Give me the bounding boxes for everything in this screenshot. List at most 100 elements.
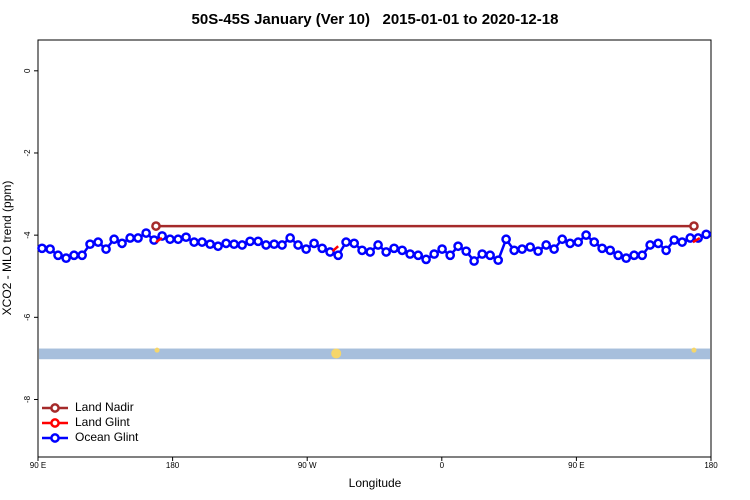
point	[325, 247, 335, 257]
point	[197, 237, 207, 247]
y-tick-label: 0	[23, 68, 32, 73]
point	[189, 237, 199, 247]
highlight-dot	[691, 347, 697, 353]
point	[317, 243, 328, 254]
x-tick-label: 90 E	[30, 461, 46, 470]
point	[493, 255, 504, 266]
point	[453, 241, 463, 252]
point	[285, 233, 296, 243]
point	[653, 238, 664, 249]
point	[421, 254, 431, 265]
point	[533, 246, 543, 257]
point	[357, 245, 367, 256]
point	[597, 243, 607, 254]
x-tick-label: 90 W	[298, 461, 317, 470]
point	[541, 240, 552, 250]
x-tick-label: 180	[166, 461, 180, 470]
point	[381, 247, 392, 257]
chart-title: 50S-45S January (Ver 10) 2015-01-01 to 2…	[192, 11, 559, 28]
point	[485, 250, 495, 261]
point	[213, 241, 223, 252]
point	[141, 228, 151, 238]
point	[133, 233, 143, 243]
y-tick-label: -6	[23, 313, 32, 321]
y-tick-label: -8	[23, 395, 32, 403]
point	[309, 238, 319, 249]
point	[85, 239, 95, 250]
point	[173, 234, 183, 245]
highlight-dot	[154, 347, 160, 353]
point	[413, 250, 424, 261]
x-tick-label: 90 E	[568, 461, 584, 470]
point	[237, 240, 247, 250]
point	[397, 245, 408, 256]
point	[637, 250, 648, 261]
point	[517, 244, 527, 254]
x-tick-label: 0	[440, 461, 445, 470]
point	[469, 256, 479, 266]
x-axis-label: Longitude	[349, 476, 402, 490]
point	[565, 238, 575, 249]
point	[117, 238, 127, 249]
point	[37, 243, 47, 254]
series-line	[155, 236, 701, 253]
point	[125, 233, 135, 243]
point	[685, 233, 696, 243]
point	[645, 240, 655, 250]
point	[477, 249, 488, 259]
point	[437, 244, 447, 254]
point	[661, 245, 671, 256]
point	[253, 236, 263, 247]
point	[45, 244, 55, 254]
legend-label: Ocean Glint	[75, 430, 139, 444]
point	[629, 250, 639, 261]
point	[93, 237, 103, 247]
point	[69, 250, 79, 261]
legend-label: Land Glint	[75, 415, 130, 429]
point	[669, 235, 680, 245]
point	[549, 244, 559, 254]
x-tick-label: 180	[704, 461, 718, 470]
point	[621, 253, 632, 264]
point	[677, 237, 687, 247]
point	[605, 245, 616, 256]
point	[293, 240, 303, 250]
point	[557, 234, 568, 245]
point	[405, 249, 415, 259]
point	[613, 250, 623, 261]
legend-marker	[50, 403, 60, 413]
y-tick-label: -4	[23, 231, 32, 239]
point	[301, 244, 312, 254]
point	[77, 250, 87, 261]
point	[349, 238, 360, 249]
point	[589, 237, 600, 247]
point	[61, 253, 71, 264]
point	[581, 230, 591, 240]
point	[429, 249, 440, 259]
point	[461, 246, 472, 257]
point	[53, 250, 63, 261]
highlight-dot	[331, 348, 342, 359]
point	[229, 239, 239, 250]
legend-marker	[50, 433, 60, 443]
y-tick-label: -2	[23, 149, 32, 157]
point	[373, 240, 383, 250]
point	[165, 234, 175, 245]
point	[109, 234, 119, 245]
legend-marker	[50, 418, 60, 428]
point	[701, 229, 712, 240]
point	[151, 221, 161, 231]
point	[525, 242, 536, 252]
point	[205, 239, 215, 250]
point	[221, 238, 231, 249]
point	[261, 240, 271, 250]
point	[689, 221, 699, 231]
land-band	[39, 348, 710, 360]
y-axis-label: XCO2 - MLO trend (ppm)	[0, 181, 14, 316]
point	[333, 250, 344, 261]
point	[269, 239, 279, 250]
point	[573, 237, 584, 247]
point	[101, 244, 111, 254]
point	[181, 232, 191, 243]
